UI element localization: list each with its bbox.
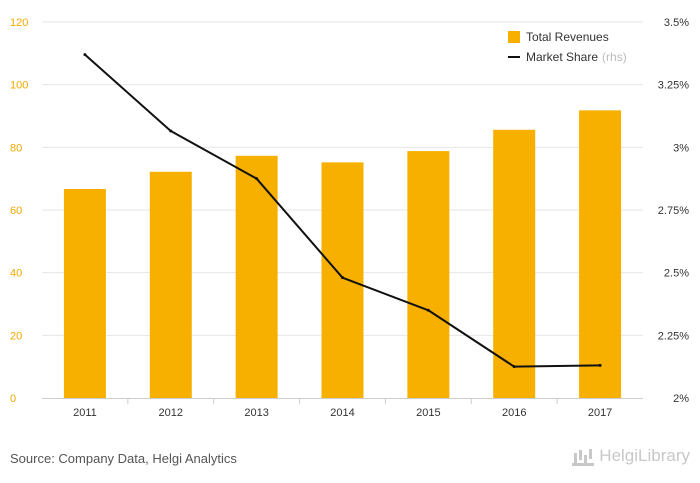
right-axis-tick-label: 2.25% <box>658 330 689 342</box>
x-axis-tick-label: 2014 <box>330 407 354 419</box>
left-axis-tick-label: 0 <box>10 393 16 405</box>
left-axis-tick-label: 120 <box>10 17 28 29</box>
x-axis-tick-label: 2016 <box>502 407 526 419</box>
legend-item-total-revenues[interactable]: Total Revenues <box>508 27 627 47</box>
legend-label-market-share: Market Share <box>526 50 599 64</box>
logo-text: HelgiLibrary <box>599 446 690 465</box>
bar <box>235 155 278 398</box>
market-share-point <box>341 276 344 280</box>
x-axis-tick-label: 2012 <box>159 407 183 419</box>
bar <box>407 151 450 398</box>
market-share-point <box>426 308 430 312</box>
legend-note-rhs: (rhs) <box>602 50 627 64</box>
x-axis-tick-label: 2015 <box>416 407 440 419</box>
right-axis-tick-label: 2.75% <box>658 205 689 217</box>
x-axis-tick-label: 2011 <box>73 407 97 419</box>
legend-swatch-bar <box>508 31 520 43</box>
right-axis-tick-label: 3.5% <box>664 17 689 29</box>
bar <box>579 110 622 399</box>
legend-item-market-share[interactable]: Market Share (rhs) <box>508 47 627 67</box>
market-share-point <box>169 129 173 133</box>
source-note: Source: Company Data, Helgi Analytics <box>10 451 237 466</box>
chart-plot: 0 2% 20 2.25% 40 2.5% 60 2.75% 80 3% 100 3.25% 120 3.… <box>10 17 689 419</box>
market-share-point <box>83 53 87 57</box>
market-share-point <box>255 177 259 181</box>
x-axis-tick-label: 2017 <box>588 407 612 419</box>
legend-label-total-revenues: Total Revenues <box>526 30 609 44</box>
right-axis-tick-label: 2% <box>673 393 689 405</box>
left-axis-tick-label: 20 <box>10 330 22 342</box>
right-axis-tick-label: 3.25% <box>658 80 689 92</box>
logo-icon <box>572 447 595 466</box>
helgi-library-logo[interactable]: HelgiLibrary <box>572 446 690 466</box>
chart-legend: Total Revenues Market Share (rhs) <box>508 27 627 67</box>
left-axis-tick-label: 100 <box>10 80 28 92</box>
market-share-point <box>598 363 602 367</box>
bar <box>63 189 106 398</box>
left-axis-tick-label: 80 <box>10 142 22 154</box>
bar <box>321 162 364 398</box>
right-axis-tick-label: 3% <box>673 142 689 154</box>
bar <box>493 129 536 398</box>
legend-swatch-line <box>508 56 520 58</box>
right-axis-tick-label: 2.5% <box>664 268 689 280</box>
left-axis-tick-label: 40 <box>10 268 22 280</box>
left-axis-tick-label: 60 <box>10 205 22 217</box>
market-share-point <box>512 365 516 369</box>
x-axis-tick-label: 2013 <box>244 407 268 419</box>
bar <box>149 171 192 398</box>
